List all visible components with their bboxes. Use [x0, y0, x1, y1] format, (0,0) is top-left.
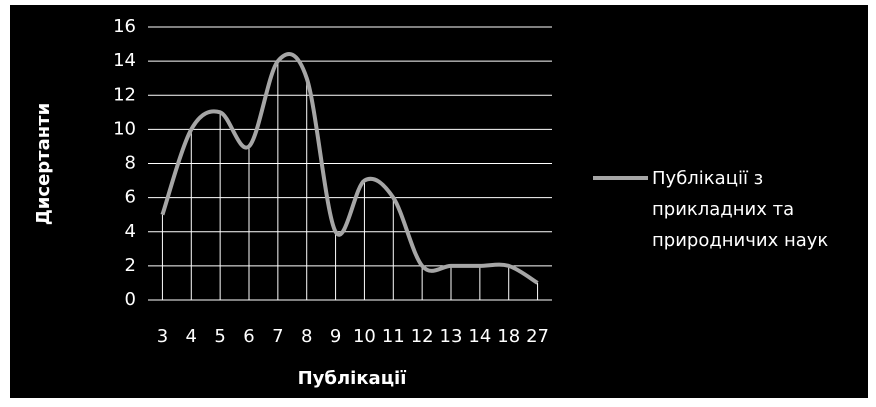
x-tick-label: 13: [440, 326, 463, 347]
x-tick-label: 4: [186, 326, 197, 347]
legend-label: Публікації з прикладних та природничих н…: [652, 168, 829, 251]
y-tick-label: 4: [125, 221, 136, 242]
x-tick-label: 27: [526, 326, 549, 347]
x-tick-label: 10: [353, 326, 376, 347]
y-tick-label: 10: [113, 118, 136, 139]
x-tick-label: 5: [214, 326, 225, 347]
y-tick-label: 16: [113, 16, 136, 37]
x-tick-label: 9: [330, 326, 341, 347]
x-axis-title: Публікації: [298, 368, 407, 389]
chart-background: [10, 5, 868, 398]
x-tick-label: 7: [272, 326, 283, 347]
y-tick-label: 0: [125, 289, 136, 310]
x-tick-label: 18: [497, 326, 520, 347]
series-line: [160, 52, 539, 285]
y-tick-label: 6: [125, 187, 136, 208]
x-tick-label: 14: [468, 326, 491, 347]
y-axis-title: Дисертанти: [33, 103, 54, 225]
x-tick-label: 8: [301, 326, 312, 347]
y-tick-label: 8: [125, 153, 136, 174]
y-tick-label: 12: [113, 84, 136, 105]
y-tick-label: 14: [113, 50, 136, 71]
x-tick-label: 12: [411, 326, 434, 347]
x-tick-label: 11: [382, 326, 405, 347]
x-tick-label: 6: [243, 326, 254, 347]
y-tick-label: 2: [125, 255, 136, 276]
x-tick-label: 3: [157, 326, 168, 347]
